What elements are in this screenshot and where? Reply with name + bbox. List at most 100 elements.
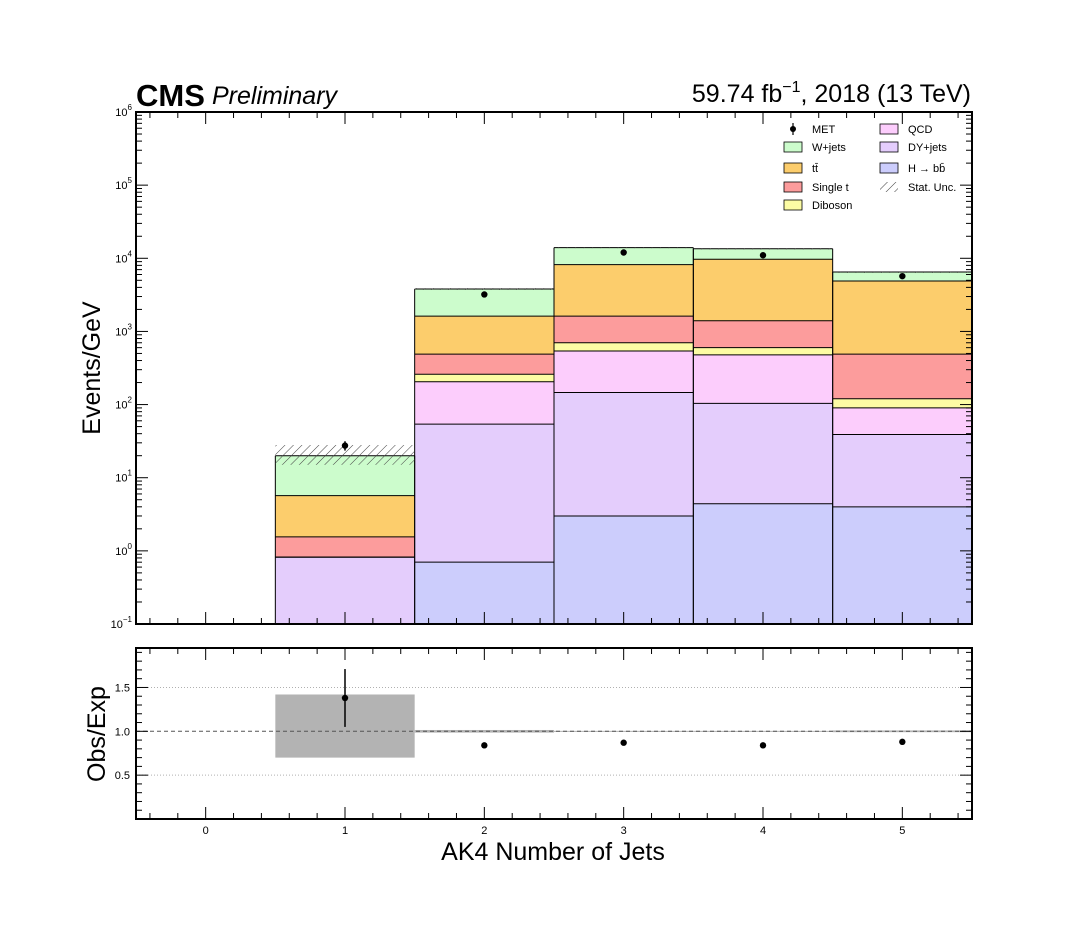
stack-bar-ttbar-1 [275, 495, 415, 537]
y-tick-label-1: 100 [115, 542, 132, 558]
y-tick-exp-4: 3 [128, 322, 133, 331]
stat-unc-2 [414, 288, 554, 290]
y-tick-exp-6: 5 [128, 176, 133, 185]
data-point-2 [481, 291, 488, 298]
ratio-point-5 [899, 738, 906, 746]
stack-bar-DY_jets-4 [693, 403, 833, 504]
data-points [341, 249, 906, 451]
legend-label-5: QCD [908, 124, 933, 136]
y-tick-exp-2: 1 [128, 469, 133, 478]
y-tick-base-3: 10 [115, 400, 127, 412]
legend-label-4: Diboson [812, 200, 852, 212]
stack-bar-Single_t-4 [693, 320, 833, 348]
stacked-histograms [274, 247, 972, 624]
lumi-rest: , 2018 (13 TeV) [801, 80, 971, 108]
stack-bar-Diboson-2 [414, 374, 554, 382]
ratio-band-3 [554, 730, 694, 732]
lumi-label: 59.74 fb−1, 2018 (13 TeV) [692, 79, 971, 108]
y-tick-base-2: 10 [115, 473, 127, 485]
y-tick-base-4: 10 [115, 326, 127, 338]
stack-bar-ttbar-5 [832, 280, 972, 355]
stack-bar-Single_t-1 [275, 536, 415, 558]
ratio-y-tick-label-0: 0.5 [115, 770, 130, 782]
ratio-y-axis-title: Obs/Exp [83, 686, 111, 782]
ratio-y-tick-label-1: 1.0 [115, 726, 130, 738]
legend-swatch-stat-unc [880, 182, 898, 192]
stack-bar-ttbar-4 [693, 259, 833, 321]
legend-label-3: Single t [812, 182, 849, 194]
ratio-points [341, 669, 906, 749]
stack-bar-DY_jets-3 [554, 392, 694, 516]
legend-label-8: Stat. Unc. [908, 182, 956, 194]
data-point-5 [899, 272, 906, 280]
x-tick-label-2: 2 [481, 825, 487, 837]
main-plot-frame [135, 111, 973, 625]
ratio-y-tick-label-2: 1.5 [115, 682, 130, 694]
stack-bar-Single_t-5 [832, 354, 972, 399]
stack-bar-Single_t-3 [554, 316, 694, 343]
y-tick-base-1: 10 [115, 546, 127, 558]
stat-unc-1 [275, 445, 415, 465]
stack-bar-H_bb-4 [693, 503, 833, 624]
stack-bar-DY_jets-5 [832, 434, 972, 507]
legend-swatch-1 [783, 141, 803, 153]
legend: MET W+jets tt̄ Single t Diboson QCD DY+jets H →… [783, 123, 956, 212]
x-tick-label-3: 3 [621, 825, 627, 837]
stat-unc-3 [554, 247, 694, 249]
x-tick-label-0: 0 [203, 825, 209, 837]
ratio-band-2 [414, 729, 554, 733]
data-point-1 [341, 442, 349, 449]
data-point-3 [620, 249, 627, 256]
stat-unc-5 [832, 271, 972, 273]
y-tick-label-4: 103 [115, 322, 132, 338]
stack-bar-H_bb-3 [554, 515, 694, 624]
legend-swatch-3 [783, 181, 803, 193]
ratio-point-3 [620, 739, 627, 746]
legend-swatch-6 [879, 141, 899, 153]
legend-swatch-5 [879, 123, 899, 135]
y-tick-base-5: 10 [115, 253, 127, 265]
y-tick-exp-1: 0 [128, 542, 133, 551]
y-tick-label-0: 10−1 [111, 615, 133, 631]
y-tick-label-3: 102 [115, 396, 132, 412]
y-tick-base-6: 10 [115, 180, 127, 192]
x-tick-label-5: 5 [899, 825, 905, 837]
stack-bar-ttbar-2 [414, 316, 554, 355]
legend-label-7: H → bb̄ [908, 162, 945, 175]
ratio-plot-frame [135, 647, 973, 820]
ratio-point-4 [759, 742, 767, 749]
ratio-band-4 [693, 730, 833, 732]
x-axis-title: AK4 Number of Jets [441, 838, 665, 866]
preliminary-label: Preliminary [212, 82, 339, 110]
x-tick-label-4: 4 [760, 825, 766, 837]
y-tick-exp-0: −1 [123, 615, 133, 624]
ratio-axis-ticks: 0.5 1.0 1.5 0 1 2 3 4 5 [115, 648, 972, 837]
cms-label: CMS [136, 78, 205, 113]
stack-bar-QCD-5 [832, 407, 972, 435]
stat-unc-4 [693, 248, 833, 250]
stack-bar-Diboson-4 [693, 347, 833, 355]
stack-bar-Diboson-5 [832, 398, 972, 408]
stack-bar-DY_jets-2 [414, 424, 554, 563]
x-tick-label-1: 1 [342, 825, 348, 837]
ratio-point-2 [481, 742, 488, 749]
stack-bar-ttbar-3 [554, 264, 694, 317]
legend-swatch-2 [783, 162, 803, 174]
y-axis-title: Events/GeV [78, 301, 106, 435]
stat-uncertainty-hatch [275, 247, 972, 465]
y-tick-label-7: 106 [115, 103, 132, 119]
legend-label-0: MET [812, 124, 836, 136]
stack-bar-Single_t-2 [414, 354, 554, 375]
y-tick-exp-3: 2 [128, 396, 133, 405]
stack-bar-Diboson-3 [554, 342, 694, 352]
stack-bar-QCD-2 [414, 381, 554, 425]
lumi-exponent: −1 [782, 79, 800, 96]
y-tick-label-2: 101 [115, 469, 132, 485]
y-tick-label-6: 105 [115, 176, 132, 192]
stack-bar-QCD-4 [693, 354, 833, 404]
ratio-point-1 [341, 694, 349, 702]
y-tick-base-0: 10 [111, 619, 123, 631]
y-tick-base-7: 10 [115, 107, 127, 119]
